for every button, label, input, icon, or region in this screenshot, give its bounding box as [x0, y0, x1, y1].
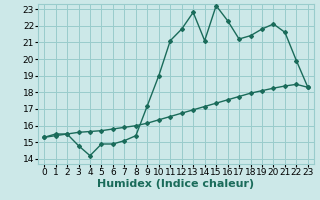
X-axis label: Humidex (Indice chaleur): Humidex (Indice chaleur) [97, 179, 255, 189]
